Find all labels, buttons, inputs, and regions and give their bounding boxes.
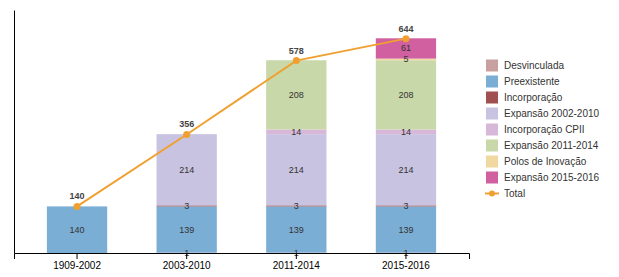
legend-label: Desvinculada: [504, 60, 564, 71]
chart: 1111401391391393332142142141414208208561…: [0, 0, 619, 277]
legend-swatch: [486, 172, 498, 184]
data-label: 214: [398, 165, 413, 175]
x-tick-mark: [77, 253, 78, 259]
total-label: 578: [289, 46, 304, 56]
legend-item: Expansão 2011-2014: [486, 140, 599, 152]
x-tick: 2003-2010: [163, 253, 211, 271]
x-tick-label: 1909-2002: [53, 260, 101, 271]
legend: Desvinculada Preexistente Incorporação Expa…: [485, 60, 600, 200]
legend-swatch: [486, 76, 498, 88]
marker: [183, 131, 190, 138]
bar: [266, 134, 326, 205]
x-tick: 2011-2014: [273, 253, 321, 271]
x-tick-mark: [296, 253, 297, 259]
bar: [157, 206, 217, 252]
legend-swatch: [486, 124, 498, 136]
bar-series: [157, 134, 437, 205]
data-label: 208: [289, 90, 304, 100]
x-tick: 2015-2016: [382, 253, 430, 271]
legend-swatch: [486, 92, 498, 104]
x-tick-mark: [405, 253, 406, 259]
data-label: 139: [179, 225, 194, 235]
bar: [376, 206, 436, 252]
data-label: 14: [291, 127, 301, 137]
legend-swatch: [486, 60, 498, 72]
legend-swatch: [486, 140, 498, 152]
data-label: 61: [401, 43, 411, 53]
legend-item: Total: [485, 188, 525, 199]
bar: [266, 60, 326, 129]
marker: [402, 35, 409, 42]
legend-item: Desvinculada: [486, 60, 564, 72]
legend-label: Expansão 2002-2010: [504, 108, 600, 119]
legend-marker: [489, 191, 495, 197]
legend-label: Incorporação CPII: [504, 124, 585, 135]
bar-series: [47, 206, 436, 253]
legend-item: Preexistente: [486, 76, 560, 88]
legend-label: Polos de Inovação: [504, 156, 587, 167]
total-label: 140: [70, 191, 85, 201]
legend-item: Incorporação CPII: [486, 124, 585, 136]
data-label: 3: [294, 201, 299, 211]
marker: [293, 57, 300, 64]
legend-item: Expansão 2015-2016: [486, 172, 600, 184]
bar: [376, 134, 436, 205]
data-label: 3: [403, 201, 408, 211]
x-axis: 1909-2002 2003-2010 2011-2014 2015-2016: [15, 253, 470, 271]
marks: [47, 35, 436, 253]
bar: [266, 206, 326, 252]
data-label: 139: [398, 225, 413, 235]
plot: 1111401391391393332142142141414208208561…: [15, 11, 470, 272]
legend-label: Preexistente: [504, 76, 560, 87]
x-tick-mark: [186, 253, 187, 259]
legend-label: Total: [504, 188, 525, 199]
x-tick: 1909-2002: [53, 253, 101, 271]
data-label: 208: [398, 90, 413, 100]
y-axis: [14, 11, 15, 254]
data-label: 139: [289, 225, 304, 235]
legend-label: Expansão 2015-2016: [504, 172, 600, 183]
total-line: [77, 39, 406, 207]
bar: [47, 206, 107, 253]
y-axis-line: [14, 11, 15, 254]
bar: [157, 134, 217, 205]
data-label: 14: [401, 127, 411, 137]
x-axis-line: [15, 254, 470, 260]
legend-label: Expansão 2011-2014: [504, 140, 599, 151]
marker: [74, 203, 81, 210]
legend-item: Polos de Inovação: [486, 156, 587, 168]
total-label: 644: [398, 24, 413, 34]
data-label: 140: [70, 225, 85, 235]
bar-series: [266, 60, 436, 129]
x-tick-label: 2015-2016: [382, 260, 430, 271]
total-label: 356: [179, 119, 194, 129]
legend-swatch: [486, 156, 498, 168]
legend-label: Incorporação: [504, 92, 563, 103]
data-label: 3: [184, 201, 189, 211]
legend-item: Incorporação: [486, 92, 563, 104]
legend-swatch: [486, 108, 498, 120]
bar: [376, 60, 436, 129]
x-tick-label: 2003-2010: [163, 260, 211, 271]
data-labels: 1111401391391393332142142141414208208561…: [70, 24, 414, 258]
data-label: 214: [289, 165, 304, 175]
legend-item: Expansão 2002-2010: [486, 108, 600, 120]
data-label: 5: [403, 54, 408, 64]
x-tick-label: 2011-2014: [273, 260, 321, 271]
data-label: 214: [179, 165, 194, 175]
